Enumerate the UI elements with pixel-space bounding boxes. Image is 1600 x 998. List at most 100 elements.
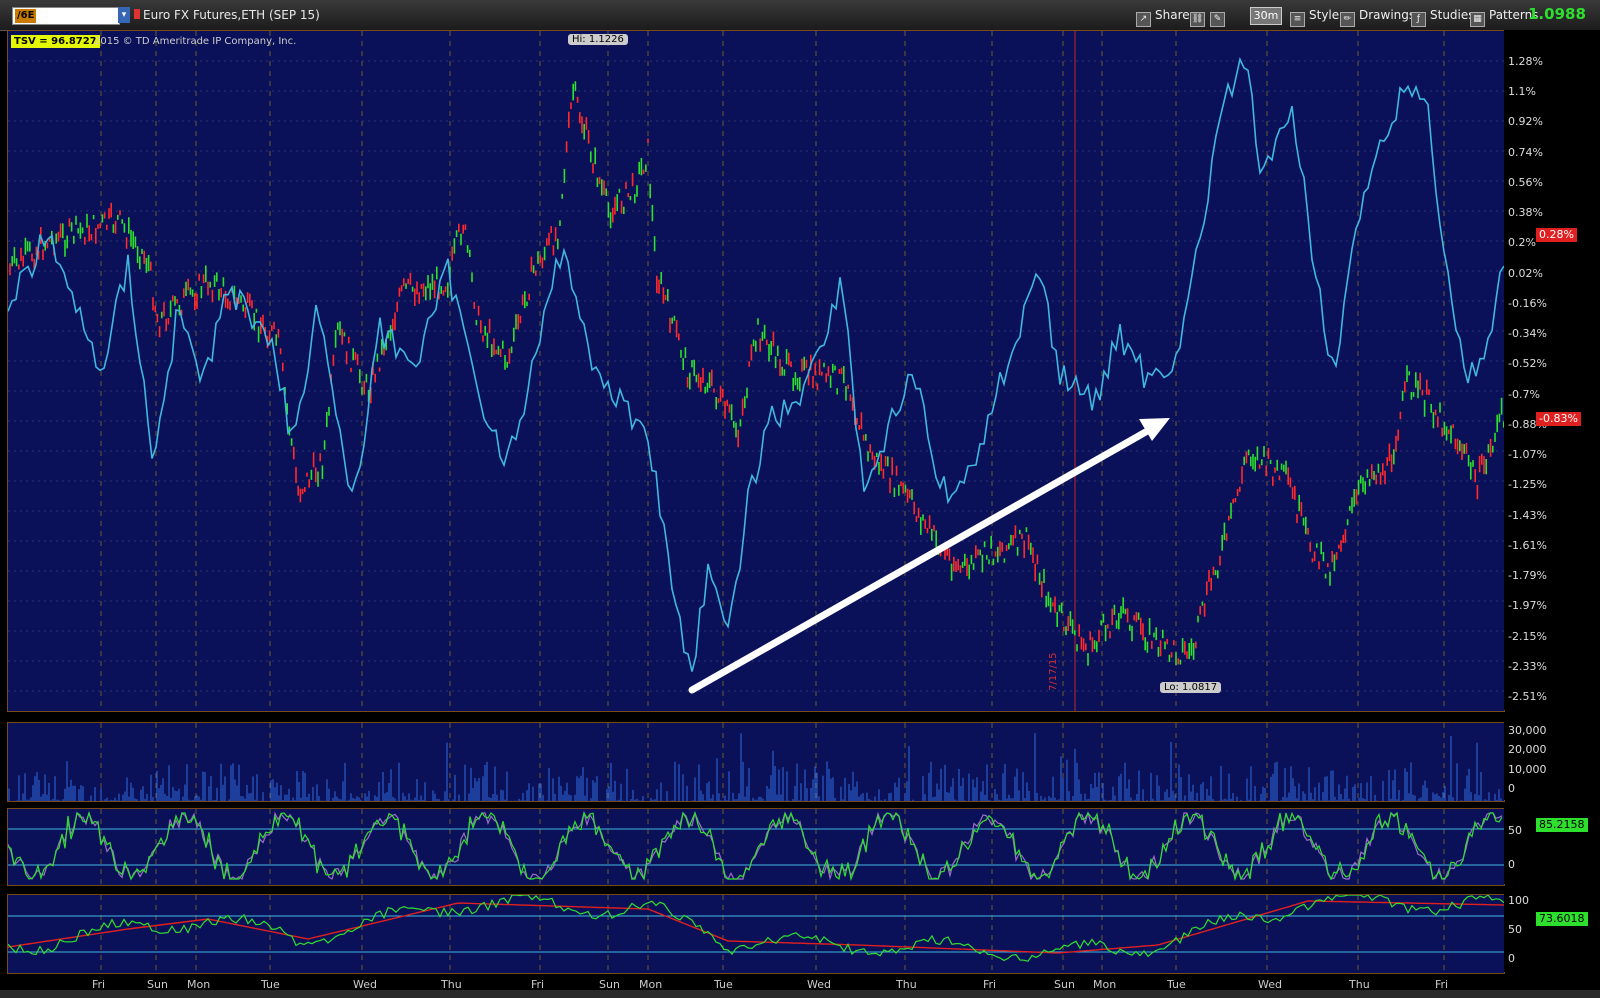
- hi-label: Hi: 1.1226: [568, 34, 628, 45]
- volume-bars: [8, 733, 1502, 801]
- time-axis-label: Wed: [353, 978, 377, 991]
- volume-pane[interactable]: [7, 722, 1505, 802]
- date-marker-label: 7/17/15: [1048, 652, 1059, 691]
- scale-label: -1.97%: [1508, 599, 1547, 613]
- scale-label: -2.51%: [1508, 690, 1547, 703]
- time-axis-label: Mon: [1093, 978, 1117, 991]
- rsi-scale: 100 50 0: [1504, 894, 1600, 972]
- scale-label: 0.92%: [1508, 115, 1543, 129]
- share-label: Share: [1155, 8, 1190, 22]
- time-axis-label: Fri: [92, 978, 106, 991]
- scale-label: 0.74%: [1508, 145, 1543, 159]
- scale-label: -2.33%: [1508, 659, 1547, 673]
- stochastic-pane[interactable]: [7, 808, 1505, 886]
- time-axis-label: Sun: [1054, 978, 1075, 991]
- time-axis-label: Fri: [1435, 978, 1449, 991]
- drawings-button[interactable]: ✏ Drawings: [1336, 5, 1419, 27]
- scale-label: 0.2%: [1508, 236, 1536, 250]
- scale-label: 20,000: [1508, 743, 1547, 757]
- stochastic-value-tag: 85.2158: [1536, 818, 1588, 832]
- scale-label: -0.52%: [1508, 357, 1547, 371]
- volume-chart: [8, 723, 1502, 801]
- symbol-input[interactable]: /6E: [12, 7, 120, 25]
- study-badge[interactable]: TSV = 96.8727: [11, 35, 100, 48]
- stochastic-chart: [8, 809, 1504, 885]
- studies-label: Studies: [1430, 8, 1475, 22]
- scale-label: 0: [1508, 782, 1515, 795]
- price-pane[interactable]: TSV = 96.8727 2015 © TD Ameritrade IP Co…: [7, 30, 1505, 712]
- patterns-icon: ▦: [1470, 12, 1485, 27]
- volume-scale: 30,000 20,000 10,000 0: [1504, 722, 1600, 800]
- time-axis-label: Thu: [896, 978, 917, 991]
- lo-label: Lo: 1.0817: [1160, 682, 1222, 693]
- price-candles: [11, 81, 1504, 666]
- pencil-icon: ✏: [1340, 12, 1355, 27]
- style-button[interactable]: ≡ Style: [1286, 5, 1343, 27]
- share-icon: ↗: [1136, 12, 1151, 27]
- time-axis-label: Wed: [1258, 978, 1282, 991]
- price-grid: [8, 31, 1504, 711]
- volume-grid: [100, 723, 1445, 801]
- price-candles-down: [9, 96, 1492, 665]
- style-icon: ≡: [1290, 12, 1305, 27]
- instrument-title: Euro FX Futures,ETH (SEP 15): [143, 8, 320, 22]
- rsi-line: [8, 895, 1504, 962]
- toolbar: /6E ▾ Euro FX Futures,ETH (SEP 15) ↗ Shar…: [0, 0, 1600, 31]
- time-axis-label: Tue: [714, 978, 733, 991]
- scale-label: -1.07%: [1508, 448, 1547, 462]
- price-scale[interactable]: 1.28% 1.1% 0.92% 0.74% 0.56% 0.38% 0.2% 0.02% -0…: [1504, 30, 1600, 710]
- time-axis-label: Wed: [807, 978, 831, 991]
- interval-selector[interactable]: 30m: [1250, 7, 1282, 25]
- drawings-label: Drawings: [1359, 8, 1416, 22]
- symbol-dropdown-icon[interactable]: ▾: [118, 7, 130, 23]
- symbol-label: /6E: [15, 9, 37, 23]
- share-button[interactable]: ↗ Share: [1132, 5, 1194, 27]
- time-axis-label: Sun: [147, 978, 168, 991]
- stoch-slow-line: [8, 810, 1503, 881]
- scale-label: 50: [1508, 923, 1522, 936]
- link-icon: ⛓: [1190, 12, 1205, 27]
- scale-label: -0.16%: [1508, 296, 1547, 310]
- style-label: Style: [1309, 8, 1340, 22]
- link-button[interactable]: ⛓: [1186, 5, 1213, 27]
- copyright: 2015 © TD Ameritrade IP Company, Inc.: [94, 36, 297, 47]
- time-axis-label: Mon: [187, 978, 211, 991]
- time-axis-label: Thu: [441, 978, 462, 991]
- rsi-grid: [100, 895, 1445, 973]
- tsv-line: [8, 56, 1504, 672]
- studies-icon: ƒ: [1411, 12, 1426, 27]
- time-axis-label: Tue: [261, 978, 280, 991]
- price-chart: [8, 31, 1504, 711]
- scale-label: 0.38%: [1508, 206, 1543, 220]
- trend-arrow-head: [1139, 418, 1170, 441]
- scale-label: -1.43%: [1508, 508, 1547, 522]
- scale-label: 1.1%: [1508, 85, 1536, 99]
- scale-label: -0.7%: [1508, 387, 1540, 401]
- scale-label: -1.61%: [1508, 538, 1547, 552]
- trend-arrow-shaft: [688, 421, 1162, 694]
- settings-button[interactable]: ✎: [1206, 5, 1233, 27]
- patterns-button[interactable]: ▦ Patterns: [1466, 5, 1542, 27]
- time-axis-label: Fri: [531, 978, 545, 991]
- time-axis-label: Tue: [1167, 978, 1186, 991]
- bottom-toolbar: [0, 990, 1600, 998]
- scale-label: 0.56%: [1508, 175, 1543, 189]
- instrument-icon: [134, 6, 140, 24]
- upper-price-tag: 0.28%: [1536, 228, 1577, 242]
- scale-label: -0.34%: [1508, 327, 1547, 341]
- scale-label: -2.15%: [1508, 629, 1547, 643]
- time-axis-label: Fri: [983, 978, 997, 991]
- time-axis-label: Thu: [1349, 978, 1370, 991]
- rsi-pane[interactable]: [7, 894, 1505, 974]
- scale-label: 1.28%: [1508, 55, 1543, 68]
- scale-label: 30,000: [1508, 724, 1547, 737]
- wrench-icon: ✎: [1210, 12, 1225, 27]
- studies-button[interactable]: ƒ Studies: [1407, 5, 1479, 27]
- scale-label: 10,000: [1508, 762, 1547, 776]
- scale-label: 100: [1508, 894, 1529, 907]
- scale-label: -1.25%: [1508, 478, 1547, 492]
- patterns-label: Patterns: [1489, 8, 1539, 22]
- rsi-value-tag: 73.6018: [1536, 912, 1588, 926]
- stoch-fast-line: [8, 810, 1503, 882]
- lower-price-tag: -0.83%: [1536, 412, 1581, 426]
